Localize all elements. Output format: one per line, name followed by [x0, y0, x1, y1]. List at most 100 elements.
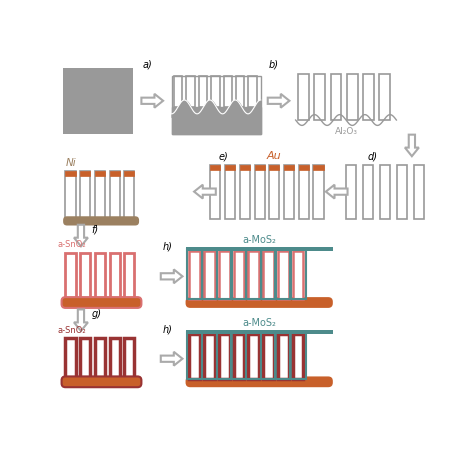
- Bar: [284, 164, 294, 170]
- Bar: [248, 76, 257, 107]
- Bar: [299, 164, 309, 170]
- Text: h): h): [162, 325, 172, 335]
- Bar: [109, 171, 120, 219]
- Polygon shape: [74, 310, 88, 331]
- Bar: [204, 334, 215, 379]
- Bar: [278, 334, 289, 379]
- Bar: [248, 334, 259, 379]
- Bar: [204, 251, 215, 300]
- Bar: [284, 164, 294, 219]
- Bar: [210, 164, 220, 219]
- Bar: [124, 171, 135, 176]
- Polygon shape: [194, 185, 216, 199]
- Bar: [231, 248, 247, 300]
- Bar: [314, 74, 325, 120]
- Bar: [246, 248, 262, 300]
- Bar: [95, 253, 105, 300]
- Bar: [172, 107, 261, 134]
- Bar: [363, 74, 374, 120]
- Bar: [278, 251, 289, 300]
- Bar: [263, 251, 274, 300]
- Bar: [109, 171, 120, 176]
- Bar: [275, 332, 291, 379]
- Bar: [246, 332, 262, 379]
- Bar: [347, 74, 357, 120]
- Bar: [186, 247, 333, 251]
- Bar: [186, 76, 195, 107]
- Text: a-SnO₂: a-SnO₂: [58, 240, 86, 249]
- Text: a): a): [143, 60, 153, 70]
- Bar: [109, 253, 120, 300]
- Bar: [202, 248, 218, 300]
- Bar: [363, 164, 373, 219]
- Bar: [187, 248, 202, 300]
- Text: f): f): [92, 225, 99, 235]
- Polygon shape: [161, 269, 182, 283]
- Bar: [80, 338, 90, 379]
- Bar: [219, 251, 230, 300]
- Bar: [95, 171, 105, 176]
- Bar: [217, 248, 232, 300]
- Bar: [124, 338, 135, 379]
- Bar: [80, 253, 90, 300]
- Bar: [95, 171, 105, 219]
- Bar: [65, 171, 75, 176]
- Polygon shape: [74, 225, 88, 246]
- Text: a-MoS₂: a-MoS₂: [242, 235, 276, 245]
- Text: Au: Au: [266, 151, 281, 161]
- Bar: [234, 251, 245, 300]
- Bar: [248, 251, 259, 300]
- Bar: [255, 164, 264, 219]
- Polygon shape: [141, 94, 163, 108]
- FancyBboxPatch shape: [186, 376, 333, 387]
- Bar: [219, 334, 230, 379]
- Bar: [109, 338, 120, 379]
- Bar: [330, 74, 341, 120]
- Bar: [261, 248, 276, 300]
- Bar: [263, 334, 274, 379]
- FancyBboxPatch shape: [62, 297, 141, 308]
- Bar: [202, 332, 218, 379]
- Bar: [414, 164, 424, 219]
- Bar: [231, 332, 247, 379]
- Bar: [172, 76, 261, 134]
- Bar: [190, 251, 201, 300]
- Bar: [269, 164, 279, 219]
- Bar: [299, 164, 309, 219]
- FancyBboxPatch shape: [186, 297, 333, 308]
- Bar: [290, 248, 306, 300]
- Text: b): b): [268, 60, 279, 70]
- Bar: [63, 68, 133, 134]
- Bar: [261, 332, 276, 379]
- Bar: [217, 332, 232, 379]
- Text: g): g): [92, 309, 102, 319]
- Bar: [292, 334, 303, 379]
- Polygon shape: [405, 135, 419, 156]
- Bar: [346, 164, 356, 219]
- Bar: [95, 338, 105, 379]
- Bar: [269, 164, 279, 170]
- Bar: [224, 76, 232, 107]
- Bar: [65, 171, 75, 219]
- Text: Ni: Ni: [65, 158, 76, 168]
- Bar: [234, 334, 245, 379]
- Bar: [397, 164, 407, 219]
- Bar: [65, 253, 75, 300]
- Bar: [225, 164, 235, 170]
- Polygon shape: [268, 94, 290, 108]
- Bar: [298, 74, 309, 120]
- Bar: [290, 332, 306, 379]
- Text: e): e): [218, 151, 228, 161]
- Bar: [80, 171, 90, 219]
- Text: Al₂O₃: Al₂O₃: [335, 127, 357, 136]
- Bar: [255, 164, 264, 170]
- Text: a-MoS₂: a-MoS₂: [242, 319, 276, 328]
- Bar: [186, 330, 333, 334]
- Text: h): h): [162, 241, 172, 251]
- Polygon shape: [326, 185, 347, 199]
- Bar: [190, 334, 201, 379]
- FancyBboxPatch shape: [63, 216, 139, 226]
- Text: d): d): [368, 151, 378, 161]
- Bar: [210, 164, 220, 170]
- Bar: [313, 164, 324, 170]
